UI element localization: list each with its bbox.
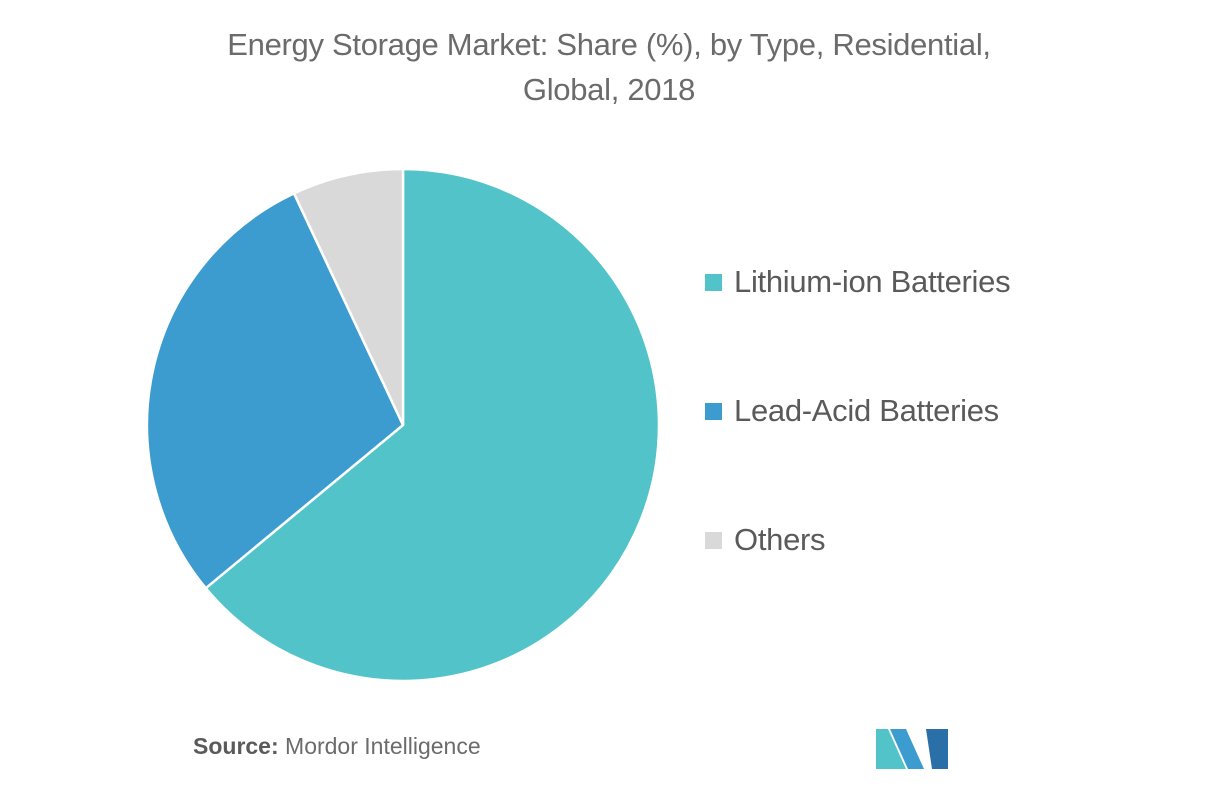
legend-swatch <box>705 531 722 549</box>
legend-item-lithium-ion: Lithium-ion Batteries <box>705 262 1011 302</box>
legend-item-others: Others <box>705 520 826 560</box>
pie-slice-lead-acid-batteries <box>145 192 405 590</box>
logo-shape-right <box>926 729 948 769</box>
logo-shape-left <box>876 729 906 769</box>
pie-slice-others <box>292 167 405 427</box>
chart-title: Energy Storage Market: Share (%), by Typ… <box>0 22 1218 112</box>
chart-title-line-1: Energy Storage Market: Share (%), by Typ… <box>227 27 991 62</box>
legend-item-lead-acid: Lead-Acid Batteries <box>705 391 999 431</box>
logo-shape-mid <box>890 729 924 769</box>
source-label: Source: <box>193 733 279 759</box>
source-text: Mordor Intelligence <box>285 733 481 759</box>
legend-label: Others <box>734 522 826 557</box>
source-note: Source: Mordor Intelligence <box>193 733 481 760</box>
legend-swatch <box>705 273 722 291</box>
chart-title-line-2: Global, 2018 <box>522 72 696 107</box>
pie-slice-lithium-ion-batteries <box>204 167 661 683</box>
mordor-intelligence-logo <box>876 729 948 769</box>
legend-label: Lithium-ion Batteries <box>734 264 1011 299</box>
legend-label: Lead-Acid Batteries <box>734 393 999 428</box>
legend-swatch <box>705 402 722 420</box>
